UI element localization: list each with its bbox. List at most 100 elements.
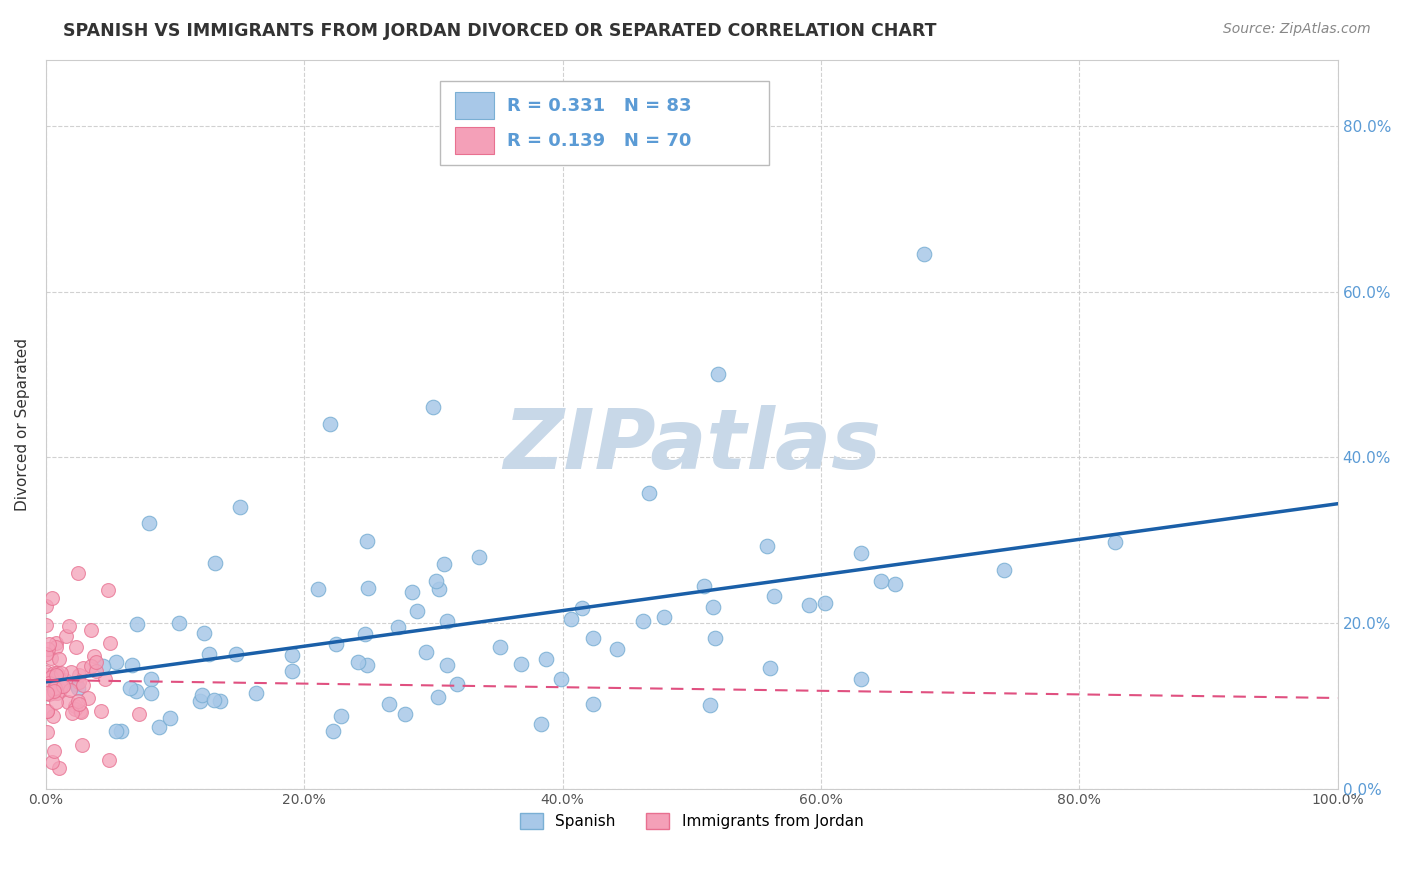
Point (638, 485, 661, 500)
Point (42, 709, 65, 723)
Point (571, 601, 593, 615)
Point (35, 618, 58, 632)
Point (353, 627, 375, 641)
Point (762, 589, 785, 603)
Point (209, 693, 232, 707)
Point (97, 753, 120, 767)
Point (37, 704, 59, 718)
Point (104, 723, 127, 738)
Point (98, 636, 121, 650)
Point (510, 657, 533, 672)
Point (799, 598, 821, 612)
Text: SPANISH VS IMMIGRANTS FROM JORDAN DIVORCED OR SEPARATED CORRELATION CHART: SPANISH VS IMMIGRANTS FROM JORDAN DIVORC… (63, 22, 936, 40)
Point (356, 657, 378, 672)
Point (48, 761, 70, 775)
Point (41, 686, 63, 700)
Point (72, 660, 94, 674)
Point (70, 739, 93, 753)
Point (45, 667, 67, 681)
Point (141, 686, 163, 700)
Point (401, 585, 423, 599)
Point (67, 668, 90, 682)
Point (67, 675, 90, 690)
Point (39, 670, 62, 684)
Point (49, 679, 72, 693)
Point (204, 556, 226, 570)
Point (38, 637, 60, 651)
Point (105, 655, 128, 669)
Point (84, 655, 107, 669)
Point (67, 566, 90, 581)
Point (90, 704, 112, 718)
Point (38, 676, 60, 690)
Point (91, 659, 114, 673)
Point (433, 557, 456, 571)
Point (307, 582, 329, 596)
Point (245, 686, 267, 700)
Point (65, 640, 87, 654)
Point (159, 711, 181, 725)
Text: Source: ZipAtlas.com: Source: ZipAtlas.com (1223, 22, 1371, 37)
Point (58, 619, 80, 633)
Point (110, 723, 132, 738)
Point (121, 658, 143, 673)
Point (225, 647, 247, 661)
Point (405, 604, 427, 618)
Point (69, 705, 91, 719)
Point (1104, 534, 1126, 549)
Point (550, 672, 572, 686)
Point (97, 582, 120, 597)
Point (37, 685, 59, 699)
Point (631, 614, 654, 628)
Point (44, 666, 66, 681)
Point (422, 401, 444, 415)
Point (188, 694, 211, 708)
Point (94, 672, 117, 686)
Point (41, 591, 63, 606)
Point (849, 672, 872, 686)
Point (139, 672, 162, 686)
Point (652, 610, 675, 624)
Point (65, 677, 87, 691)
Point (759, 661, 782, 675)
Point (55, 629, 77, 643)
Point (138, 516, 160, 531)
Point (281, 648, 304, 662)
Point (42, 681, 65, 695)
Point (46, 666, 69, 681)
Point (425, 574, 447, 589)
Point (49, 683, 72, 698)
Point (357, 581, 380, 595)
Point (693, 579, 716, 593)
Point (706, 368, 728, 382)
Point (80, 659, 103, 673)
Point (77, 690, 100, 705)
Text: R = 0.139   N = 70: R = 0.139 N = 70 (508, 131, 692, 150)
Point (884, 576, 907, 591)
Y-axis label: Divorced or Separated: Divorced or Separated (15, 337, 30, 510)
Point (468, 549, 491, 564)
Point (756, 539, 779, 553)
FancyBboxPatch shape (440, 81, 769, 165)
Point (703, 631, 725, 645)
Point (56, 695, 79, 709)
Point (814, 596, 837, 610)
Point (427, 690, 450, 704)
Point (45, 636, 67, 650)
Point (319, 417, 342, 431)
Point (582, 697, 605, 711)
Point (125, 683, 148, 698)
Point (37, 724, 59, 739)
Text: ZIPatlas: ZIPatlas (503, 406, 880, 486)
Point (606, 642, 628, 657)
Point (35, 704, 58, 718)
Point (148, 720, 170, 734)
Point (45, 669, 67, 683)
Point (560, 612, 582, 626)
Point (325, 637, 347, 651)
Point (39, 651, 62, 665)
Point (39, 685, 62, 699)
Point (356, 534, 378, 549)
Point (869, 574, 891, 588)
Point (193, 626, 215, 640)
